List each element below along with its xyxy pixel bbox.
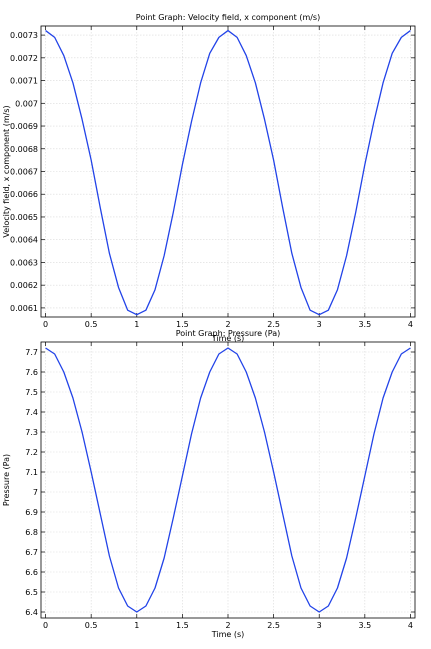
x-axis-label: Time (s): [211, 630, 245, 639]
y-tick-label: 0.0066: [10, 190, 38, 199]
y-tick-label: 6.8: [25, 528, 38, 537]
x-tick-label: 0: [43, 320, 48, 329]
y-tick-label: 0.0069: [10, 122, 38, 131]
y-tick-label: 0.0062: [10, 281, 38, 290]
y-tick-label: 7: [33, 488, 38, 497]
x-tick-label: 3: [317, 621, 322, 630]
x-tick-label: 1.5: [176, 621, 189, 630]
x-axis-label: Time (s): [211, 334, 245, 343]
x-tick-label: 2.5: [267, 320, 280, 329]
chart-panel-1: Point Graph: Velocity field, x component…: [2, 13, 416, 343]
y-axis-label: Pressure (Pa): [2, 454, 11, 506]
chart-title: Point Graph: Velocity field, x component…: [136, 13, 320, 22]
y-tick-label: 7.4: [25, 408, 38, 417]
x-tick-label: 1: [134, 320, 139, 329]
x-tick-label: 4: [408, 320, 413, 329]
y-tick-label: 0.0072: [10, 54, 38, 63]
x-tick-label: 3: [317, 320, 322, 329]
y-tick-label: 6.7: [25, 548, 38, 557]
x-tick-label: 0.5: [85, 320, 98, 329]
x-tick-label: 2: [225, 621, 230, 630]
series-line: [45, 29, 411, 316]
y-tick-label: 7.1: [25, 468, 38, 477]
y-tick-label: 7.6: [25, 368, 38, 377]
x-tick-label: 3.5: [358, 621, 371, 630]
y-tick-label: 7.5: [25, 388, 38, 397]
series-line: [45, 347, 411, 613]
y-tick-label: 0.0068: [10, 145, 38, 154]
x-tick-label: 0.5: [85, 621, 98, 630]
chart-panel-2: Point Graph: Pressure (Pa) 0 0.5 1 1.5 2 2.5 3 3…: [2, 329, 416, 639]
chart-title: Point Graph: Pressure (Pa): [176, 329, 281, 338]
x-tick-label: 0: [43, 621, 48, 630]
y-tick-label: 0.0064: [10, 236, 38, 245]
y-tick-label: 6.9: [25, 508, 38, 517]
y-tick-label: 0.0067: [10, 168, 38, 177]
y-tick-label: 0.0063: [10, 258, 38, 267]
x-tick-label: 1.5: [176, 320, 189, 329]
x-tick-label: 3.5: [358, 320, 371, 329]
y-tick-label: 7.3: [25, 428, 38, 437]
y-tick-label: 6.5: [25, 588, 38, 597]
y-tick-label: 7.2: [25, 448, 38, 457]
y-tick-label: 0.0071: [10, 77, 38, 86]
x-tick-label: 2.5: [267, 621, 280, 630]
y-tick-label: 0.0061: [10, 304, 38, 313]
y-tick-label: 0.0073: [10, 31, 38, 40]
y-tick-label: 6.4: [25, 608, 38, 617]
x-tick-label: 4: [408, 621, 413, 630]
y-tick-label: 6.6: [25, 568, 38, 577]
y-tick-label: 7.7: [25, 348, 38, 357]
x-tick-label: 1: [134, 621, 139, 630]
y-axis-label: Velocity field, x component (m/s): [2, 105, 11, 237]
y-tick-label: 0.0065: [10, 213, 38, 222]
x-tick-label: 2: [225, 320, 230, 329]
y-tick-label: 0.007: [15, 99, 38, 108]
